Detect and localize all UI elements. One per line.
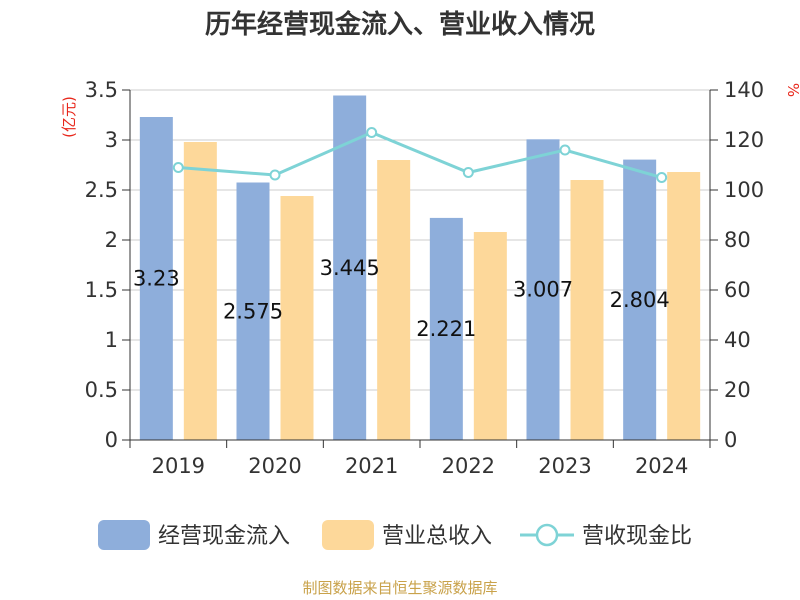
bar-cash-inflow [526, 139, 560, 441]
right-tick-label: 40 [724, 328, 751, 352]
ratio-point [462, 167, 474, 178]
ratio-point [656, 172, 668, 183]
bar-cash-inflow [236, 182, 270, 440]
right-tick-label: 100 [724, 178, 764, 202]
ratio-point [172, 162, 184, 173]
data-label: 2.575 [223, 299, 283, 323]
data-label: 3.23 [133, 267, 180, 291]
legend-label: 营收现金比 [582, 524, 692, 549]
bar-cash-inflow [139, 117, 173, 440]
bar-total-revenue [377, 160, 411, 440]
left-tick-label: 2.5 [85, 178, 118, 202]
legend-swatch-cash-inflow [98, 520, 150, 550]
right-tick-label: 140 [724, 78, 764, 102]
data-label: 2.804 [610, 288, 670, 312]
data-label: 2.221 [416, 317, 476, 341]
bar-cash-inflow [429, 217, 463, 440]
right-axis-unit: % [784, 83, 800, 97]
legend-swatch-total-revenue [322, 520, 374, 550]
right-tick-label: 0 [724, 428, 737, 452]
ratio-line [172, 127, 668, 183]
data-label: 3.007 [513, 278, 573, 302]
right-tick-label: 60 [724, 278, 751, 302]
left-axis-unit: (亿元) [60, 96, 78, 138]
x-tick-label: 2023 [538, 454, 591, 478]
axes: 0 0.5 1 1.5 2 2.5 3 3.5 0 20 40 60 80 100 120 140 2019 20… [85, 78, 765, 478]
ratio-point [269, 169, 281, 181]
gridlines [130, 89, 710, 391]
ratio-line-path [178, 130, 663, 179]
data-labels: 3.23 2.575 3.445 2.221 3.007 2.804 [133, 256, 670, 341]
legend-label: 经营现金流入 [158, 524, 290, 549]
bar-total-revenue [667, 172, 701, 440]
bars [139, 95, 701, 441]
x-tick-label: 2022 [442, 454, 495, 478]
legend-swatch-ratio-marker [535, 523, 559, 547]
x-tick-label: 2024 [635, 454, 688, 478]
right-tick-label: 120 [724, 128, 764, 152]
bar-total-revenue [280, 196, 314, 440]
right-tick-label: 20 [724, 378, 751, 402]
left-tick-label: 2 [105, 228, 118, 252]
x-tick-label: 2021 [345, 454, 398, 478]
right-tick-label: 80 [724, 228, 751, 252]
left-tick-label: 0.5 [85, 378, 118, 402]
bar-cash-inflow [623, 159, 657, 440]
legend: 经营现金流入 营业总收入 营收现金比 [98, 520, 692, 550]
legend-label: 营业总收入 [382, 524, 492, 549]
bar-total-revenue [473, 232, 507, 440]
bar-cash-inflow [333, 95, 367, 440]
left-tick-label: 0 [105, 428, 118, 452]
data-label: 3.445 [320, 256, 380, 280]
left-tick-label: 1.5 [85, 278, 118, 302]
chart-title: 历年经营现金流入、营业收入情况 [205, 9, 595, 40]
left-tick-label: 3.5 [85, 78, 118, 102]
x-tick-label: 2020 [248, 454, 301, 478]
left-tick-label: 3 [105, 128, 118, 152]
x-tick-label: 2019 [152, 454, 205, 478]
bar-total-revenue [570, 180, 604, 440]
ratio-point [559, 144, 571, 156]
left-tick-label: 1 [105, 328, 118, 352]
source-note: 制图数据来自恒生聚源数据库 [302, 579, 497, 597]
ratio-point [366, 127, 378, 138]
bar-total-revenue [183, 142, 217, 440]
